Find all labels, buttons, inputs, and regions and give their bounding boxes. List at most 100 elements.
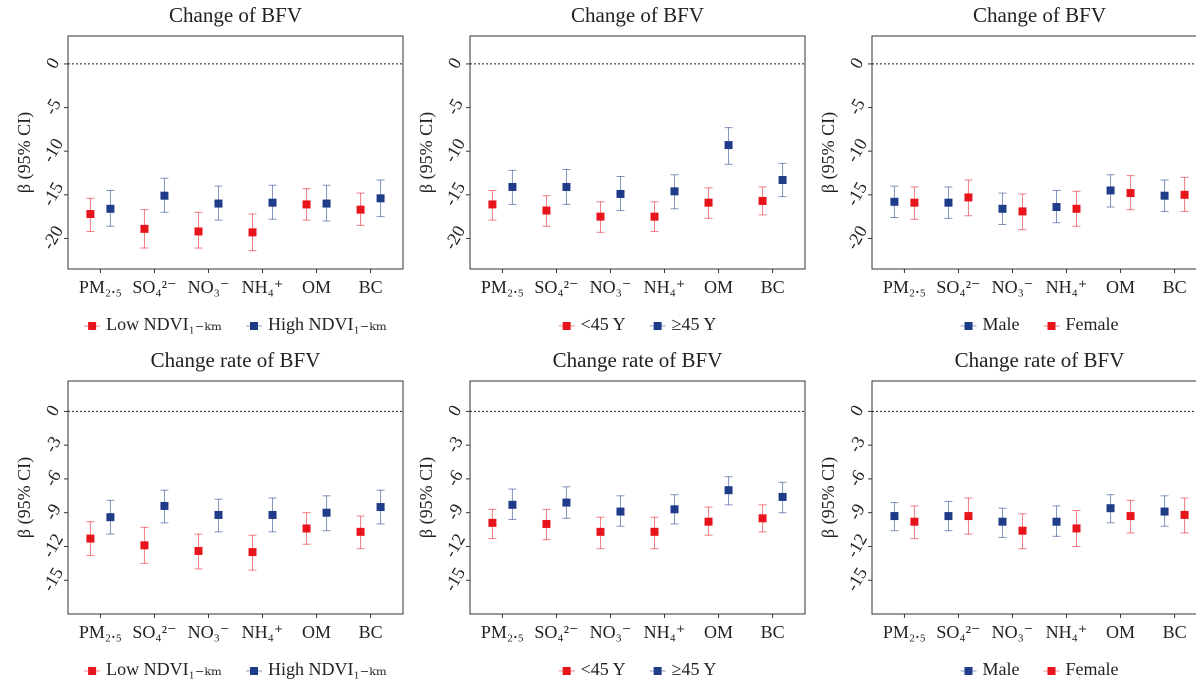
point <box>86 210 95 219</box>
legend-marker <box>964 667 973 675</box>
point <box>214 199 223 208</box>
point <box>302 200 311 209</box>
point <box>944 512 953 521</box>
y-tick-label: -9 <box>844 500 869 523</box>
panel: Change rate of BFV β (95% CI) 0 -3 -6 -9 -12 -1… <box>416 348 806 679</box>
legend-marker <box>250 667 258 675</box>
panel: Change of BFV β (95% CI) 0 -5 -10 -15 -20 PM₂.₅… <box>818 3 1196 334</box>
point <box>140 541 149 550</box>
x-tick-label: SO₄²⁻ <box>936 277 980 297</box>
point <box>1106 186 1115 195</box>
panel: Change rate of BFV β (95% CI) 0 -3 -6 -9 -12 -1… <box>14 348 404 679</box>
point <box>778 175 787 184</box>
point <box>508 500 517 509</box>
y-tick-label: -12 <box>842 530 871 561</box>
point <box>724 486 733 495</box>
point <box>562 182 571 191</box>
x-tick-label: OM <box>1106 277 1135 297</box>
point <box>964 512 973 521</box>
y-tick-label: -10 <box>38 135 67 166</box>
point <box>248 548 257 557</box>
panel: Change of BFV β (95% CI) 0 -5 -10 -15 -20 PM₂.₅… <box>416 3 806 334</box>
y-tick-label: -10 <box>440 135 469 166</box>
legend-label: Male <box>983 659 1020 679</box>
legend-label: Low NDVI₁₋ₖₘ <box>106 314 222 334</box>
point <box>1160 191 1169 200</box>
legend-marker <box>964 322 973 330</box>
panel-title: Change of BFV <box>973 3 1106 27</box>
point <box>488 518 497 527</box>
x-tick-label: BC <box>359 622 383 642</box>
legend: Low NDVI₁₋ₖₘ High NDVI₁₋ₖₘ <box>84 314 387 334</box>
y-tick-label: -20 <box>842 222 871 253</box>
point <box>998 517 1007 526</box>
point <box>964 193 973 202</box>
x-tick-label: PM₂.₅ <box>883 622 926 642</box>
point <box>356 527 365 536</box>
y-tick-label: -5 <box>40 95 65 118</box>
legend-label: ≥45 Y <box>672 659 717 679</box>
point <box>596 527 605 536</box>
point <box>376 194 385 203</box>
panel-title: Change rate of BFV <box>553 348 723 372</box>
point <box>616 189 625 198</box>
legend-label: <45 Y <box>581 314 626 334</box>
y-tick-label: -15 <box>842 564 871 595</box>
point <box>1072 204 1081 213</box>
point <box>1018 207 1027 216</box>
y-tick-label: 0 <box>41 402 63 420</box>
plot-frame <box>871 380 1196 615</box>
x-tick-label: NH₄⁺ <box>644 277 686 297</box>
y-tick-label: -20 <box>38 222 67 253</box>
y-tick-label: -6 <box>844 466 869 489</box>
x-tick-label: SO₄²⁻ <box>534 622 578 642</box>
y-tick-label: -5 <box>442 95 467 118</box>
x-tick-label: NO₃⁻ <box>992 277 1034 297</box>
y-tick-label: -20 <box>440 222 469 253</box>
y-tick-label: -12 <box>440 530 469 561</box>
panel-title: Change of BFV <box>169 3 302 27</box>
point <box>106 513 115 522</box>
x-tick-label: NO₃⁻ <box>188 622 230 642</box>
legend-marker <box>1047 322 1056 330</box>
legend: Low NDVI₁₋ₖₘ High NDVI₁₋ₖₘ <box>84 659 387 679</box>
point <box>1126 189 1135 198</box>
point <box>542 519 551 528</box>
x-tick-label: BC <box>359 277 383 297</box>
point <box>596 212 605 221</box>
x-tick-label: NO₃⁻ <box>188 277 230 297</box>
x-tick-label: OM <box>1106 622 1135 642</box>
point <box>910 517 919 526</box>
plot-frame <box>871 35 1196 270</box>
point <box>488 200 497 209</box>
point <box>194 227 203 236</box>
x-tick-label: BC <box>1163 277 1187 297</box>
x-tick-label: NO₃⁻ <box>590 622 632 642</box>
legend-label: Low NDVI₁₋ₖₘ <box>106 659 222 679</box>
x-tick-label: SO₄²⁻ <box>132 622 176 642</box>
point <box>86 534 95 543</box>
point <box>160 191 169 200</box>
point <box>1052 517 1061 526</box>
x-tick-label: NO₃⁻ <box>590 277 632 297</box>
y-tick-label: -5 <box>844 95 869 118</box>
x-tick-label: OM <box>704 277 733 297</box>
panel: Change rate of BFV β (95% CI) 0 -3 -6 -9 -12 -1… <box>818 348 1196 679</box>
point <box>140 224 149 233</box>
plot-frame <box>469 380 806 615</box>
legend-marker <box>562 322 571 330</box>
point <box>160 501 169 510</box>
x-tick-label: OM <box>704 622 733 642</box>
x-tick-label: BC <box>761 622 785 642</box>
y-tick-label: -3 <box>844 433 869 456</box>
y-axis-label: β (95% CI) <box>14 457 35 538</box>
x-tick-label: NH₄⁺ <box>644 622 686 642</box>
x-tick-label: SO₄²⁻ <box>936 622 980 642</box>
point <box>778 492 787 501</box>
point <box>1180 510 1189 519</box>
legend-label: ≥45 Y <box>672 314 717 334</box>
point <box>650 527 659 536</box>
x-tick-label: SO₄²⁻ <box>132 277 176 297</box>
x-tick-label: NH₄⁺ <box>242 622 284 642</box>
